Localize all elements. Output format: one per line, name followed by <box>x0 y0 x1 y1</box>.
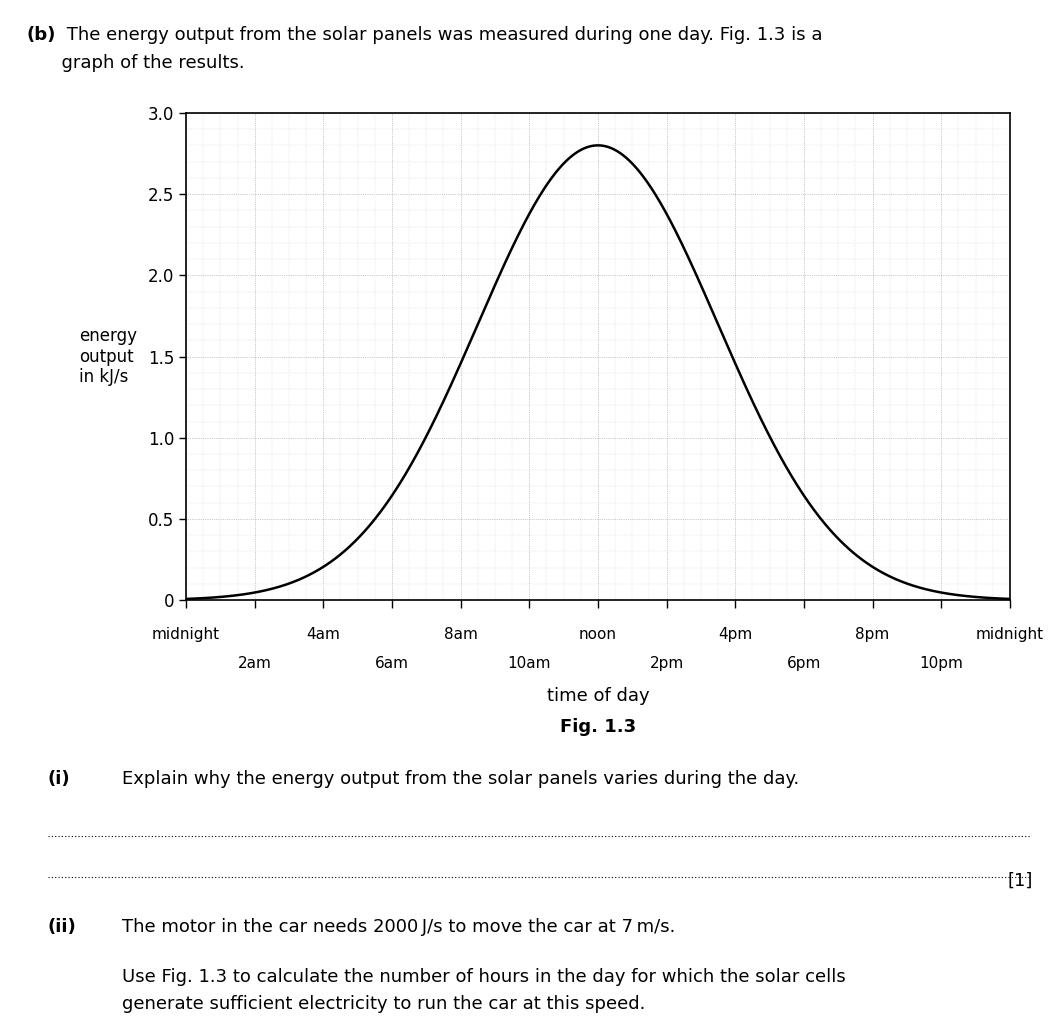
Text: Explain why the energy output from the solar panels varies during the day.: Explain why the energy output from the s… <box>122 770 799 788</box>
Text: time of day: time of day <box>546 687 649 706</box>
Text: (b): (b) <box>27 26 56 44</box>
Text: energy
output
in kJ/s: energy output in kJ/s <box>79 326 137 387</box>
Text: (i): (i) <box>48 770 70 788</box>
Text: midnight: midnight <box>976 627 1044 642</box>
Text: 10pm: 10pm <box>919 657 963 671</box>
Text: (ii): (ii) <box>48 918 77 937</box>
Text: 4pm: 4pm <box>719 627 753 642</box>
Text: noon: noon <box>579 627 617 642</box>
Text: generate sufficient electricity to run the car at this speed.: generate sufficient electricity to run t… <box>122 995 645 1014</box>
Text: 4am: 4am <box>306 627 340 642</box>
Text: 6pm: 6pm <box>787 657 821 671</box>
Text: 8am: 8am <box>443 627 477 642</box>
Text: [1]: [1] <box>1008 872 1033 891</box>
Text: The motor in the car needs 2000 J/s to move the car at 7 m/s.: The motor in the car needs 2000 J/s to m… <box>122 918 676 937</box>
Text: 2am: 2am <box>238 657 272 671</box>
Text: 8pm: 8pm <box>856 627 890 642</box>
Text: midnight: midnight <box>152 627 220 642</box>
Text: The energy output from the solar panels was measured during one day. Fig. 1.3 is: The energy output from the solar panels … <box>61 26 822 44</box>
Text: graph of the results.: graph of the results. <box>27 54 244 73</box>
Text: 2pm: 2pm <box>649 657 684 671</box>
Text: 10am: 10am <box>507 657 551 671</box>
Text: Fig. 1.3: Fig. 1.3 <box>560 718 636 737</box>
Text: 6am: 6am <box>375 657 409 671</box>
Text: Use Fig. 1.3 to calculate the number of hours in the day for which the solar cel: Use Fig. 1.3 to calculate the number of … <box>122 968 846 986</box>
